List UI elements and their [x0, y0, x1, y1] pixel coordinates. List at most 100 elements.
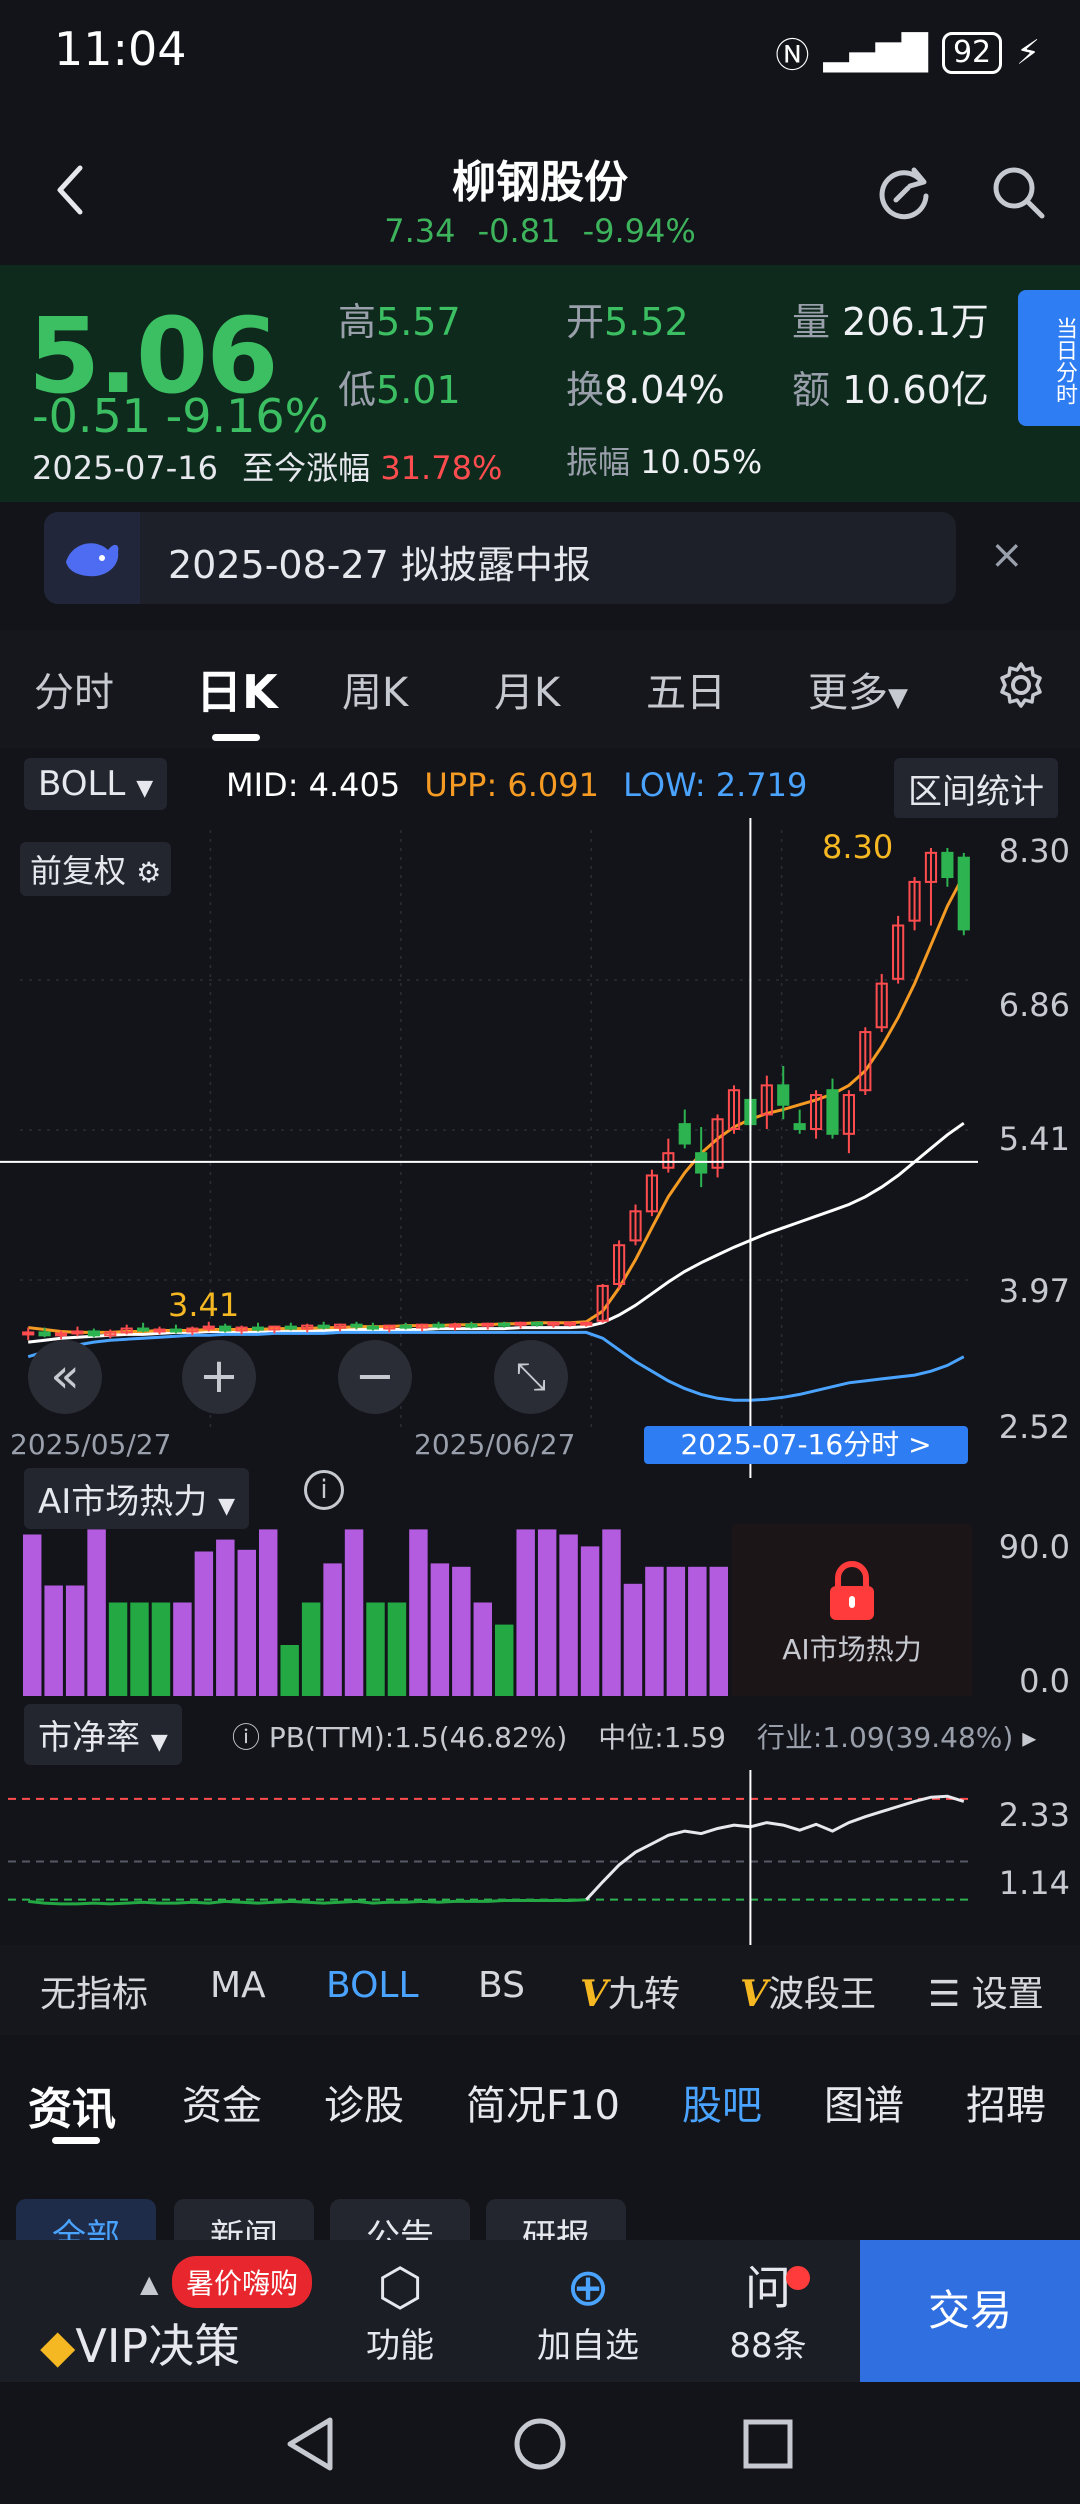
interval-stats-button[interactable]: 区间统计	[894, 758, 1058, 819]
info-icon[interactable]: ⓘ	[232, 1721, 261, 1754]
open-stat: 开5.52	[566, 291, 689, 346]
heat-bar	[323, 1563, 342, 1696]
search-icon[interactable]	[988, 162, 1048, 222]
refresh-icon[interactable]	[874, 162, 934, 222]
candle-body	[826, 1089, 839, 1135]
info-icon[interactable]: i	[304, 1470, 344, 1510]
scroll-left-button[interactable]: «	[28, 1340, 102, 1414]
notice-card[interactable]: 2025-08-27 拟披露中报	[44, 512, 956, 604]
heat-bar	[495, 1624, 514, 1696]
cube-icon: ⬡	[377, 2258, 423, 2318]
tab-funds[interactable]: 资金	[182, 2083, 262, 2129]
header-change-pct: -9.94%	[582, 212, 696, 250]
status-time: 11:04	[54, 22, 187, 76]
v-icon: V	[740, 1973, 768, 2015]
tab-minute[interactable]: 分时	[34, 670, 114, 716]
pb-y-tick: 2.33	[998, 1796, 1070, 1834]
candle-body	[809, 1094, 823, 1130]
info-tabs: 资讯 资金 诊股 简况F10 股吧 图谱 招聘 全部 新闻 公告 研报	[0, 2035, 1080, 2259]
tab-band-king[interactable]: V波段王	[740, 1965, 876, 2017]
gear-icon[interactable]	[996, 660, 1046, 710]
notice-close-icon[interactable]: ×	[990, 532, 1024, 578]
candle-body	[219, 1325, 232, 1332]
caret-up-icon: ▲	[140, 2270, 159, 2298]
chevron-down-icon: ▼	[136, 776, 154, 801]
today-minute-button[interactable]: 当日分时	[1018, 290, 1080, 426]
crosshair-date-badge[interactable]: 2025-07-16分时 >	[644, 1426, 968, 1464]
amount-label: 额	[792, 368, 831, 412]
heat-bar	[473, 1602, 492, 1696]
candle-body	[202, 1325, 215, 1330]
turnover-label: 换	[566, 368, 605, 412]
indicator-tabs: 无指标 MA BOLL BS V九转 V波段王 ☰ 设置	[0, 1945, 1080, 2035]
heat-bar	[344, 1529, 364, 1696]
pb-panel: 市净率 ▼ ⓘ PB(TTM):1.5(46.82%) 中位:1.59 行业:1…	[0, 1700, 1080, 1945]
ai-y-tick: 0.0	[1019, 1662, 1070, 1700]
bottom-action-bar: ▲ 暑价嗨购 ◆VIP决策 ⬡ 功能 ⊕ 加自选 问 88条 交易	[0, 2240, 1080, 2382]
trade-button[interactable]: 交易	[860, 2240, 1080, 2382]
fullscreen-button[interactable]: ⤡	[494, 1340, 568, 1414]
zoom-out-button[interactable]: −	[338, 1340, 412, 1414]
header-price: 7.34	[384, 212, 456, 250]
header-quote: 7.34 -0.81 -9.94%	[0, 212, 1080, 250]
tab-diagnosis[interactable]: 诊股	[324, 2083, 404, 2129]
notice-bar: 2025-08-27 拟披露中报 ×	[0, 502, 1080, 610]
add-watchlist-button[interactable]: ⊕ 加自选	[518, 2258, 658, 2367]
tab-news-info[interactable]: 资讯	[28, 2084, 116, 2135]
upp-label: UPP:	[424, 766, 498, 804]
tab-nine-turn[interactable]: V九转	[580, 1965, 680, 2017]
open-value: 5.52	[604, 300, 689, 344]
tab-daily-k[interactable]: 日K	[196, 665, 278, 719]
current-price: 5.06	[28, 295, 279, 417]
chevron-right-icon[interactable]: ▸	[1022, 1721, 1037, 1754]
period-tabs: 分时 日K 周K 月K 五日 更多▼	[0, 630, 1080, 748]
adjust-select[interactable]: 前复权 ⚙	[20, 842, 172, 896]
function-label: 功能	[366, 2326, 434, 2366]
nav-back-icon[interactable]	[284, 2416, 336, 2472]
heat-bar	[452, 1566, 471, 1696]
tab-weekly-k[interactable]: 周K	[342, 670, 409, 716]
candle-body	[498, 1322, 511, 1327]
candle-body	[284, 1325, 297, 1330]
since-label: 至今涨幅	[242, 449, 371, 487]
boll-low-line	[27, 1330, 965, 1402]
status-icons: Ⓝ ▂▄▆█ 92 ⚡	[775, 28, 1040, 77]
heat-bar	[280, 1645, 299, 1696]
vip-decision-button[interactable]: ◆VIP决策	[40, 2310, 240, 2376]
tab-forum[interactable]: 股吧	[682, 2083, 762, 2129]
tab-settings[interactable]: ☰ 设置	[928, 1965, 1044, 2017]
nav-home-icon[interactable]	[512, 2416, 568, 2472]
candle-body	[448, 1323, 462, 1328]
candle-body	[892, 924, 905, 980]
kline-chart[interactable]: 前复权 ⚙ 8.30 6.86 5.41 3.97 2.52 8.30 3.41…	[0, 818, 1080, 1478]
nav-recents-icon[interactable]	[742, 2418, 794, 2470]
tab-f10[interactable]: 简况F10	[466, 2083, 620, 2129]
tab-five-day[interactable]: 五日	[646, 670, 726, 716]
tab-ma[interactable]: MA	[210, 1965, 266, 2006]
high-stat: 高5.57	[338, 291, 461, 346]
tab-monthly-k[interactable]: 月K	[494, 670, 561, 716]
ai-heat-select[interactable]: AI市场热力 ▼	[24, 1468, 250, 1529]
tab-no-indicator[interactable]: 无指标	[40, 1974, 149, 2015]
candle-body	[383, 1324, 396, 1330]
indicator-select[interactable]: BOLL ▼	[24, 758, 168, 810]
settings-label: 设置	[971, 1974, 1044, 2015]
function-button[interactable]: ⬡ 功能	[340, 2258, 460, 2367]
volume-label: 量	[792, 300, 831, 344]
signal-icon: ▂▄▆█	[823, 32, 928, 73]
tab-jobs[interactable]: 招聘	[966, 2083, 1046, 2129]
ai-heat-bars	[23, 1524, 972, 1696]
candle-body	[547, 1321, 560, 1326]
ai-heat-locked[interactable]: AI市场热力	[736, 1560, 968, 1700]
qa-button[interactable]: 问 88条	[708, 2258, 828, 2367]
tab-boll[interactable]: BOLL	[326, 1965, 419, 2006]
pb-select[interactable]: 市净率 ▼	[24, 1704, 182, 1765]
add-circle-icon: ⊕	[566, 2258, 610, 2318]
tab-more[interactable]: 更多▼	[808, 660, 908, 718]
promo-badge[interactable]: 暑价嗨购	[172, 2256, 313, 2308]
tab-graph[interactable]: 图谱	[824, 2083, 904, 2129]
back-icon[interactable]	[50, 160, 90, 220]
tab-bs[interactable]: BS	[478, 1965, 525, 2006]
candle-body	[251, 1326, 265, 1331]
zoom-in-button[interactable]: +	[182, 1340, 256, 1414]
